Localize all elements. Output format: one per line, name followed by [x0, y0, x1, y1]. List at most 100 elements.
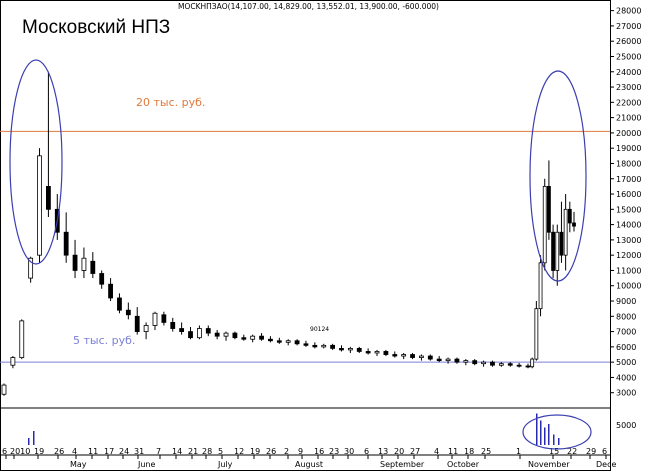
candle-body — [170, 322, 176, 329]
y-tick-label: 20000 — [616, 129, 641, 138]
candle-body — [472, 360, 478, 365]
x-day-label: 6 — [2, 447, 7, 456]
x-month-label: September — [380, 460, 425, 469]
candle-body — [294, 340, 300, 345]
volume-layer — [28, 413, 560, 445]
candle-body — [463, 360, 469, 363]
volume-bar — [548, 424, 550, 445]
highlight-ellipse-right — [529, 70, 587, 282]
x-day-label: 22 — [567, 447, 577, 456]
candle-body — [241, 337, 247, 340]
y-tick-label: 10000 — [616, 282, 641, 291]
candle-body — [507, 363, 513, 366]
y-tick-label: 18000 — [616, 159, 641, 168]
x-day-label: 28 — [202, 447, 212, 456]
candle-body — [81, 257, 87, 271]
candle-body — [392, 354, 398, 357]
candle-body — [108, 283, 113, 299]
x-day-label: 31 — [134, 447, 144, 456]
x-day-label: 9 — [298, 447, 303, 456]
candle-body — [525, 365, 531, 368]
y-tick-label: 27000 — [616, 22, 641, 31]
x-day-label: 4 — [72, 447, 77, 456]
volume-bar — [536, 413, 538, 445]
x-day-label: 6 — [602, 447, 607, 456]
candle-body — [383, 351, 389, 355]
volume-bar — [28, 438, 30, 445]
candle-body — [117, 297, 122, 311]
reference-lines — [0, 130, 610, 363]
y-tick-label: 26000 — [616, 37, 641, 46]
x-month-label: July — [217, 460, 233, 469]
candle-body — [481, 361, 486, 365]
volume-bar — [558, 438, 560, 445]
candle-body — [143, 325, 149, 332]
candle-body — [559, 231, 564, 256]
y-tick-label: 15000 — [616, 205, 641, 214]
candle-body — [46, 185, 51, 210]
x-day-label: 26 — [54, 447, 64, 456]
candle-body — [63, 231, 69, 256]
y-tick-label: 21000 — [616, 114, 641, 123]
candle-body — [551, 231, 555, 271]
candle-body — [454, 358, 460, 363]
x-month-label: Dece — [596, 460, 616, 469]
x-axis: 6 2010 19 26 4 11 17 24 31 7 14 21 28 5 12 19 26 2 9 16 23 30… — [2, 447, 616, 469]
x-day-label: 1 — [516, 447, 521, 456]
x-day-label: 17 — [104, 447, 114, 456]
y-tick-label: 22000 — [616, 98, 641, 107]
candle-body — [285, 340, 291, 343]
y-tick-label: 28000 — [616, 7, 641, 16]
chart-title: Московский НПЗ — [22, 17, 170, 38]
y-tick-label: 24000 — [616, 68, 641, 77]
y-tick-label: 6000 — [616, 343, 636, 352]
candle-body — [250, 335, 256, 340]
candle-body — [374, 351, 380, 354]
candle-body — [419, 355, 424, 358]
annotation-label: 90124 — [310, 326, 329, 333]
y-tick-label: 5000 — [616, 358, 636, 367]
x-day-label: 19 — [250, 447, 260, 456]
candle-body — [134, 315, 140, 332]
y-axis: 3000 4000 5000 6000 7000 8000 9000 10000 11000 12… — [610, 7, 641, 430]
x-day-label: 21 — [188, 447, 198, 456]
candle-body — [445, 358, 451, 362]
candle-body — [312, 344, 318, 348]
candle-body — [188, 331, 193, 339]
candle-body — [534, 308, 539, 360]
x-day-label: 4 — [434, 447, 439, 456]
candle-body — [99, 273, 105, 285]
x-day-label: 7 — [156, 447, 161, 456]
candle-body — [232, 332, 238, 339]
candle-body — [72, 254, 78, 271]
volume-bar — [553, 434, 555, 445]
candle-body — [547, 185, 551, 233]
candle-body — [555, 231, 560, 271]
candle-body — [330, 344, 336, 349]
candle-body — [516, 364, 522, 367]
candle-body — [365, 351, 371, 354]
candle-body — [436, 358, 442, 362]
candle-body — [490, 361, 495, 366]
x-day-label: 14 — [172, 447, 182, 456]
candle-body — [37, 155, 42, 256]
candles-layer — [1, 71, 576, 396]
x-day-label: 18 — [464, 447, 474, 456]
candle-body — [214, 332, 220, 337]
y-tick-label: 11000 — [616, 266, 641, 275]
y-tick-label: 25000 — [616, 52, 641, 61]
candle-body — [205, 328, 211, 334]
chart-subtitle: MOCKНПЗАО(14,107.00, 14,829.00, 13,552.0… — [178, 2, 439, 11]
candle-body — [223, 332, 229, 337]
candle-body — [90, 260, 96, 274]
volume-bar — [544, 427, 546, 445]
candle-body — [530, 358, 535, 368]
x-day-label: 11 — [88, 447, 98, 456]
candle-body — [427, 355, 433, 360]
y-tick-label: 9000 — [616, 297, 636, 306]
x-day-label: 15 — [549, 447, 559, 456]
y-tick-label: 19000 — [616, 144, 641, 153]
x-day-label: 26 — [266, 447, 276, 456]
candle-body — [563, 208, 568, 256]
volume-bar — [540, 420, 542, 445]
